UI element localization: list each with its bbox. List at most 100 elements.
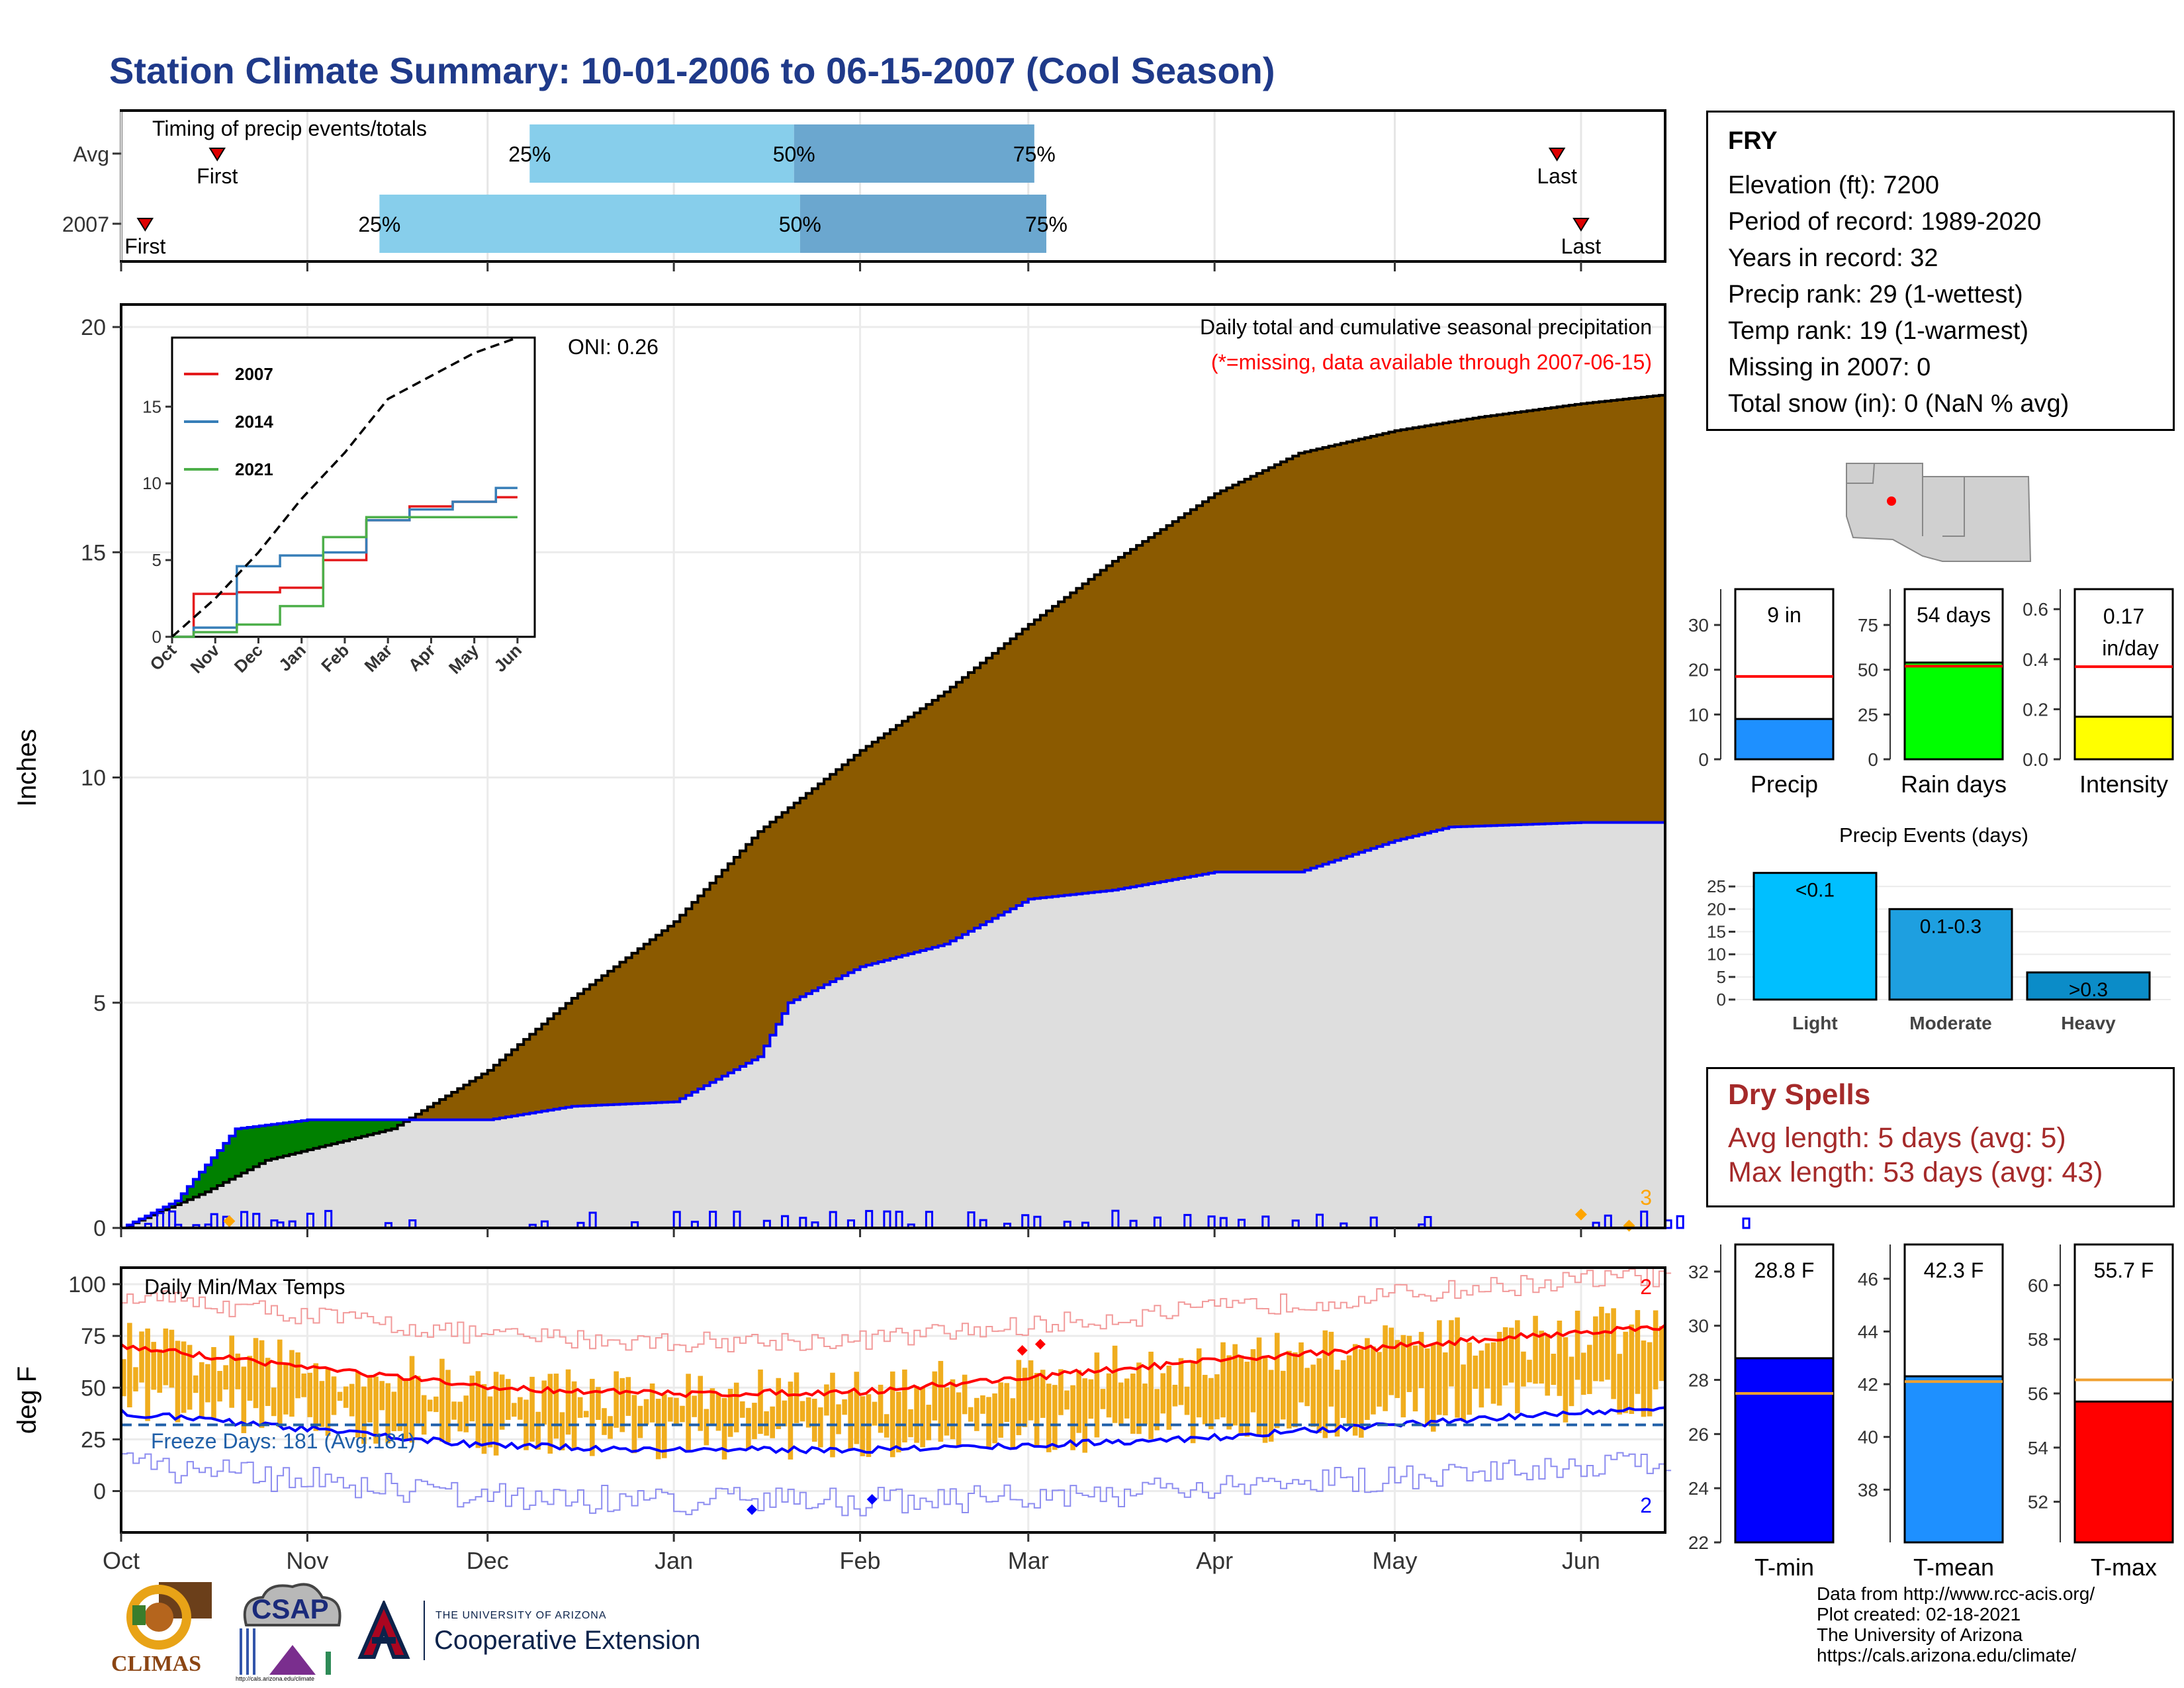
mini-bar-value (2073, 716, 2174, 761)
daily-temp-bar (721, 1397, 727, 1460)
daily-temp-bar (331, 1376, 337, 1415)
daily-temp-bar (1563, 1337, 1569, 1423)
record-high-count: 2 (1640, 1275, 1652, 1299)
daily-temp-bar (445, 1370, 451, 1443)
timing-row-label: Avg (73, 142, 109, 166)
daily-temp-bar (1508, 1327, 1514, 1383)
ua-divider (424, 1601, 425, 1660)
daily-temp-bar (1545, 1334, 1551, 1396)
daily-temp-bar (565, 1369, 571, 1435)
daily-temp-bar (289, 1350, 295, 1417)
daily-temp-bar (686, 1374, 691, 1451)
precip-annotation-title: Daily total and cumulative seasonal prec… (1200, 315, 1652, 339)
mini-bar-label: Precip (1751, 771, 1818, 798)
record-high-line (121, 1267, 1672, 1353)
mini-bar-label: Intensity (2079, 771, 2168, 798)
ua-small-text: THE UNIVERSITY OF ARIZONA (435, 1610, 607, 1621)
timing-bar-q50-q75 (799, 195, 1046, 253)
daily-temp-bar (379, 1381, 385, 1411)
precip-events-chart: Precip Events (days) 0 5 10 15 20 25 <0.1 Light… (1707, 823, 2171, 1033)
daily-temp-bar (992, 1393, 997, 1444)
daily-temp-bar (643, 1399, 649, 1425)
daily-temp-bar (1016, 1360, 1022, 1436)
daily-temp-bar (139, 1331, 144, 1383)
first-marker (208, 148, 226, 162)
temp-panel: deg F 0 25 50 75 100 Oct Nov Dec Jan Feb Mar Apr May… (13, 1266, 1672, 1574)
daily-temp-bar (451, 1401, 457, 1420)
daily-temp-bar (1551, 1354, 1557, 1385)
daily-temp-bar (145, 1328, 150, 1421)
daily-temp-bar (1443, 1352, 1448, 1416)
daily-temp-bar (1220, 1342, 1226, 1418)
daily-temp-bar (1527, 1360, 1532, 1383)
daily-temp-bar (1586, 1344, 1592, 1394)
daily-temp-bar (481, 1383, 487, 1454)
timing-row-label: 2007 (62, 212, 109, 236)
station-precip-rank: Precip rank: 29 (1-wettest) (1728, 281, 2023, 308)
dry-spells-max: Max length: 53 days (avg: 43) (1728, 1156, 2103, 1188)
daily-temp-bar (805, 1397, 811, 1428)
first-label: First (197, 164, 238, 188)
daily-temp-bar (1304, 1368, 1310, 1407)
daily-temp-bar (1328, 1331, 1334, 1407)
station-years: Years in record: 32 (1728, 244, 1938, 272)
daily-temp-bar (151, 1342, 156, 1390)
daily-temp-bar (776, 1378, 782, 1429)
daily-temp-bar (553, 1374, 559, 1439)
daily-temp-bar (619, 1378, 625, 1432)
daily-temp-bar (1496, 1331, 1502, 1406)
daily-temp-bar (1124, 1378, 1130, 1419)
daily-temp-bar (1502, 1327, 1508, 1385)
temp-bar-label: T-min (1754, 1554, 1814, 1581)
month-label: Dec (467, 1547, 509, 1574)
daily-temp-bar (709, 1388, 715, 1425)
daily-temp-bar (889, 1371, 895, 1458)
inset-ytick-label: 15 (142, 397, 161, 416)
daily-temp-bar (1148, 1351, 1154, 1440)
temp-ytick-label: 75 (81, 1324, 106, 1349)
temp-bars: 22 24 26 28 30 32 28.8 F T-min 38 40 42 44 46 42.3 F T… (1688, 1243, 2174, 1581)
timing-bar-q25-q50 (379, 195, 800, 253)
daily-temp-bar (493, 1372, 499, 1456)
daily-temp-bar (1340, 1360, 1346, 1419)
daily-temp-bar (1316, 1358, 1322, 1433)
daily-temp-bar (794, 1372, 799, 1423)
above-average-fill (409, 395, 1666, 1120)
daily-temp-bar (337, 1391, 343, 1401)
daily-temp-bar (836, 1404, 841, 1434)
daily-temp-bar (397, 1376, 403, 1431)
daily-temp-bar (860, 1396, 866, 1456)
month-label: Mar (1008, 1547, 1049, 1574)
last-marker (1572, 218, 1590, 232)
daily-temp-bar (727, 1389, 733, 1437)
daily-temp-bar (1274, 1333, 1280, 1429)
daily-temp-bar (680, 1405, 685, 1423)
daily-temp-bar (1629, 1324, 1635, 1414)
daily-temp-bar (127, 1323, 132, 1408)
footer-line-created: Plot created: 02-18-2021 (1817, 1604, 2021, 1624)
freeze-days-label: Freeze Days: 181 (Avg:181) (151, 1429, 416, 1453)
precip-ylabel: Inches (13, 729, 42, 807)
mini-bar-ytick-label: 30 (1688, 615, 1709, 635)
daily-temp-bar (349, 1383, 355, 1417)
daily-temp-bar (1022, 1368, 1028, 1427)
inset-ytick-label: 10 (142, 473, 161, 493)
last-label: Last (1561, 234, 1602, 258)
daily-temp-bar (217, 1370, 222, 1402)
daily-temp-bar (1521, 1351, 1526, 1387)
daily-temp-bar (956, 1392, 962, 1446)
record-low-line (121, 1452, 1672, 1517)
events-ytick-label: 0 (1717, 990, 1726, 1009)
daily-temp-bar (1449, 1320, 1454, 1387)
station-snow: Total snow (in): 0 (NaN % avg) (1728, 390, 2070, 418)
daily-temp-bar (692, 1395, 697, 1417)
temp-bar-ytick-label: 30 (1688, 1316, 1709, 1336)
mini-bar-ytick-label: 20 (1688, 660, 1709, 680)
daily-temp-bar (265, 1358, 271, 1406)
daily-temp-bar (187, 1344, 193, 1410)
daily-temp-bar (427, 1399, 433, 1412)
daily-temp-bar (655, 1399, 661, 1460)
daily-temp-bar (512, 1403, 517, 1417)
daily-temp-bar (1298, 1342, 1304, 1403)
